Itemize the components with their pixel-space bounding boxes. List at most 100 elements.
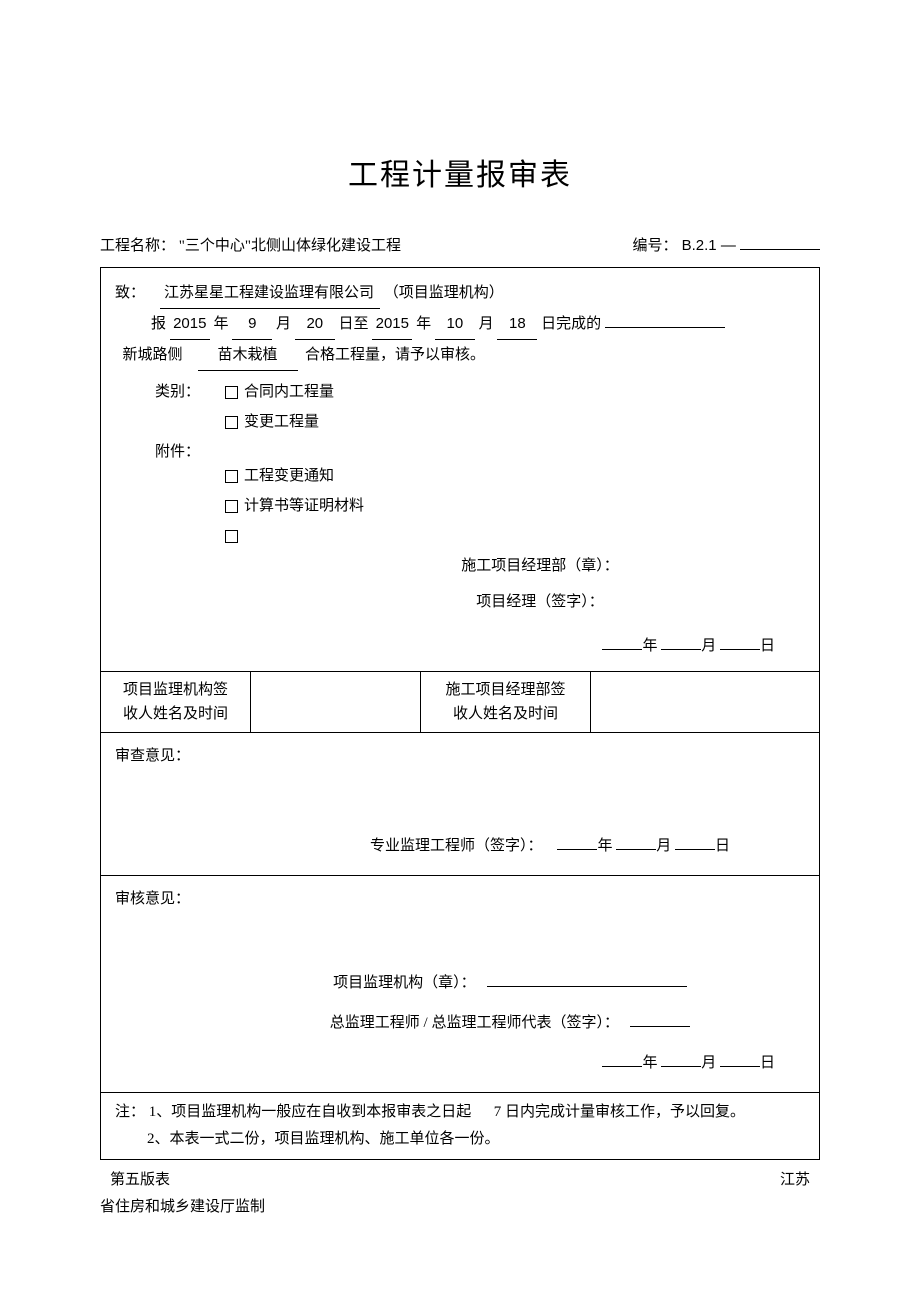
form-title: 工程计量报审表 xyxy=(100,150,820,194)
sig-val-1 xyxy=(251,672,421,732)
d2: 18 xyxy=(497,309,537,340)
checkbox-icon xyxy=(225,386,238,399)
done-lbl: 日完成的 xyxy=(541,316,601,332)
stamp-dept: 施工项目经理部（章）： xyxy=(115,551,805,581)
sig-l2b: 收人姓名及时间 xyxy=(453,706,558,722)
date-m: 月 xyxy=(701,638,716,654)
checkbox-icon xyxy=(225,530,238,543)
r1-blank-m xyxy=(616,849,656,850)
form-box: 致： 江苏星星工程建设监理有限公司 （项目监理机构） 报 2015 年 9 月 … xyxy=(100,267,820,1160)
date-y: 年 xyxy=(642,638,657,654)
project-label: 工程名称： xyxy=(100,238,175,254)
attach-label: 附件： xyxy=(155,437,225,551)
item: 苗木栽植 xyxy=(198,340,298,371)
note-1a: 1、项目监理机构一般应在自收到本报审表之日起 xyxy=(149,1104,472,1120)
att-opt2-line: 计算书等证明材料 xyxy=(225,491,364,521)
notes-prefix: 注： xyxy=(115,1104,145,1120)
footer-right: 江苏 xyxy=(780,1166,810,1195)
r2-blank-d xyxy=(720,1066,760,1067)
y1: 2015 xyxy=(170,309,210,340)
sig-l2a: 施工项目经理部签 xyxy=(445,682,565,698)
review2-date-line: 年 月 日 xyxy=(115,1048,805,1078)
note-2: 2、本表一式二份，项目监理机构、施工单位各一份。 xyxy=(115,1126,805,1153)
r2-d: 日 xyxy=(760,1055,775,1071)
review-2: 审核意见： 项目监理机构（章）： 总监理工程师 / 总监理工程师代表（签字）： … xyxy=(101,876,819,1093)
att-opt3-line xyxy=(225,521,364,551)
tail: 合格工程量，请予以审核。 xyxy=(305,347,485,363)
cat-opt1-line: 合同内工程量 xyxy=(225,377,334,407)
stamp-pm: 项目经理（签字）： xyxy=(115,587,805,617)
checkbox-icon xyxy=(225,416,238,429)
report-line-1: 报 2015 年 9 月 20 日至 2015 年 10 月 18 日完成的 xyxy=(115,309,805,340)
blank-m xyxy=(661,649,701,650)
r2-y: 年 xyxy=(642,1055,657,1071)
footer-row-2: 省住房和城乡建设厅监制 xyxy=(100,1195,820,1216)
review2-label: 审核意见： xyxy=(115,884,805,914)
report-line-2: 新城路侧 苗木栽植 合格工程量，请予以审核。 xyxy=(115,340,805,371)
code-line: 编号： B.2.1 — xyxy=(632,234,820,255)
sig-val-2 xyxy=(591,672,819,732)
attach-block: 附件： 工程变更通知 计算书等证明材料 xyxy=(115,437,805,551)
report-prefix: 报 xyxy=(151,316,166,332)
signature-row: 项目监理机构签收人姓名及时间 施工项目经理部签收人姓名及时间 xyxy=(101,672,819,733)
code-label: 编号： xyxy=(632,238,677,254)
note-1: 注： 1、项目监理机构一般应在自收到本报审表之日起 7 日内完成计量审核工作，予… xyxy=(115,1099,805,1126)
to-line: 致： 江苏星星工程建设监理有限公司 （项目监理机构） xyxy=(115,278,805,309)
code-blank xyxy=(740,249,820,250)
notes: 注： 1、项目监理机构一般应在自收到本报审表之日起 7 日内完成计量审核工作，予… xyxy=(101,1093,819,1159)
project-name: "三个中心"北侧山体绿化建设工程 xyxy=(179,238,401,254)
note-1b: 7 日内完成计量审核工作，予以回复。 xyxy=(494,1104,745,1120)
category-label: 类别： xyxy=(155,377,225,437)
review1-sign-line: 专业监理工程师（签字）： 年 月 日 xyxy=(115,831,805,861)
m1: 9 xyxy=(232,309,272,340)
cat-opt2-line: 变更工程量 xyxy=(225,407,334,437)
r1-blank-d xyxy=(675,849,715,850)
blank-y xyxy=(602,649,642,650)
att-opt2: 计算书等证明材料 xyxy=(244,498,364,514)
review1-sign: 专业监理工程师（签字）： xyxy=(370,838,543,854)
r1-y: 年 xyxy=(597,838,612,854)
review-1: 审查意见： 专业监理工程师（签字）： 年 月 日 xyxy=(101,733,819,876)
review2-org-line: 项目监理机构（章）： xyxy=(115,968,805,998)
m-lbl-1: 月 xyxy=(276,316,291,332)
review2-org: 项目监理机构（章）： xyxy=(333,975,476,991)
r1-d: 日 xyxy=(715,838,730,854)
to-company: 江苏星星工程建设监理有限公司 xyxy=(160,278,380,309)
date-d: 日 xyxy=(760,638,775,654)
r1-blank-y xyxy=(557,849,597,850)
footer-left: 第五版表 xyxy=(110,1166,170,1195)
header-row: 工程名称： "三个中心"北侧山体绿化建设工程 编号： B.2.1 — xyxy=(100,234,820,255)
stamp-date: 年 月 日 xyxy=(115,631,805,661)
d1: 20 xyxy=(295,309,335,340)
m2: 10 xyxy=(435,309,475,340)
checkbox-icon xyxy=(225,500,238,513)
r2-org-blank xyxy=(487,986,687,987)
y-lbl-2: 年 xyxy=(416,316,431,332)
sig-label-2: 施工项目经理部签收人姓名及时间 xyxy=(421,672,591,732)
cat-opt2: 变更工程量 xyxy=(244,414,319,430)
r1-m: 月 xyxy=(656,838,671,854)
to-lbl: 日至 xyxy=(339,316,369,332)
sig-l1b: 收人姓名及时间 xyxy=(123,706,228,722)
sig-l1a: 项目监理机构签 xyxy=(123,682,228,698)
code-prefix: B.2.1 — xyxy=(682,237,736,254)
loc: 新城路侧 xyxy=(123,347,183,363)
blank-d xyxy=(720,649,760,650)
category-block: 类别： 合同内工程量 变更工程量 xyxy=(115,377,805,437)
footer-row-1: 第五版表 江苏 xyxy=(100,1166,820,1195)
r2-chief-blank xyxy=(630,1026,690,1027)
review2-chief-line: 总监理工程师 / 总监理工程师代表（签字）： xyxy=(115,1008,805,1038)
checkbox-icon xyxy=(225,470,238,483)
to-label: 致： xyxy=(115,285,145,301)
review1-label: 审查意见： xyxy=(115,741,805,771)
sig-label-1: 项目监理机构签收人姓名及时间 xyxy=(101,672,251,732)
y2: 2015 xyxy=(372,309,412,340)
r2-blank-y xyxy=(602,1066,642,1067)
m-lbl-2: 月 xyxy=(479,316,494,332)
y-lbl-1: 年 xyxy=(214,316,229,332)
cat-opt1: 合同内工程量 xyxy=(244,384,334,400)
att-opt1: 工程变更通知 xyxy=(244,468,334,484)
section-main: 致： 江苏星星工程建设监理有限公司 （项目监理机构） 报 2015 年 9 月 … xyxy=(101,268,819,672)
r2-m: 月 xyxy=(701,1055,716,1071)
r2-blank-m xyxy=(661,1066,701,1067)
